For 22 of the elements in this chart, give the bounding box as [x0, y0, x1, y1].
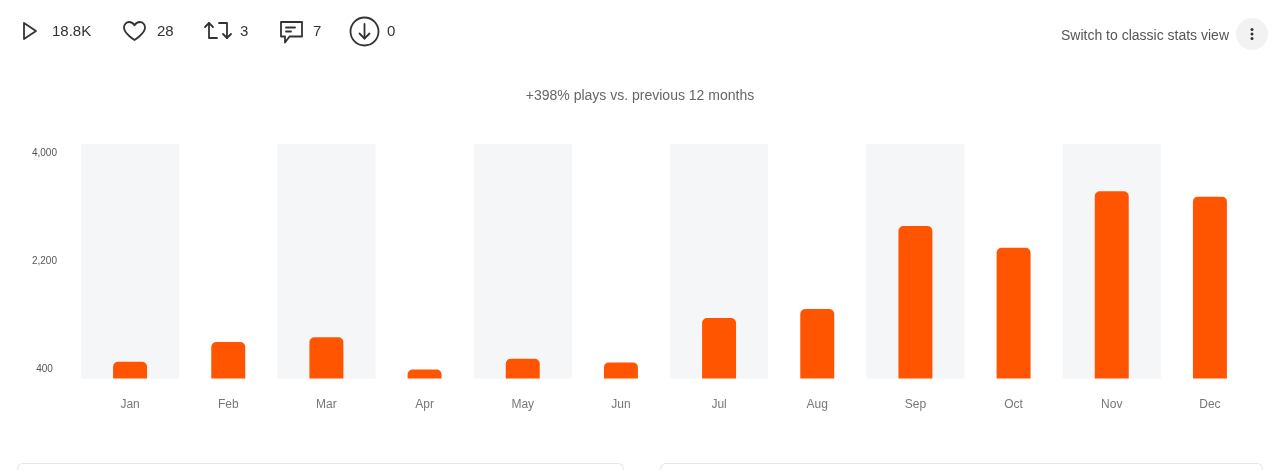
x-tick-label: May — [511, 397, 535, 412]
x-tick-label: Jun — [611, 397, 631, 412]
text: 7 — [313, 22, 322, 40]
text: 3 — [240, 22, 249, 40]
x-tick-label: Oct — [1004, 397, 1024, 412]
x-tick-label: Aug — [806, 397, 828, 412]
y-tick-label: 2,200 — [31, 254, 58, 266]
x-tick-label: Jul — [711, 397, 727, 412]
x-tick-label: Apr — [415, 397, 434, 412]
x-tick-label: Jan — [120, 397, 140, 412]
x-tick-label: Nov — [1101, 397, 1123, 412]
x-tick-label: Feb — [217, 397, 239, 412]
y-tick-label: 400 — [36, 362, 54, 374]
text: 18.8K — [52, 22, 92, 40]
chart-title: +398% plays vs. previous 12 months — [525, 87, 755, 104]
x-tick-label: Dec — [1199, 397, 1221, 412]
text: 0 — [387, 22, 396, 40]
y-tick-label: 4,000 — [31, 146, 58, 158]
x-tick-label: Mar — [316, 397, 337, 412]
x-tick-label: Sep — [904, 397, 927, 412]
text: Switch to classic stats view — [1060, 26, 1229, 44]
text: 28 — [157, 22, 174, 40]
